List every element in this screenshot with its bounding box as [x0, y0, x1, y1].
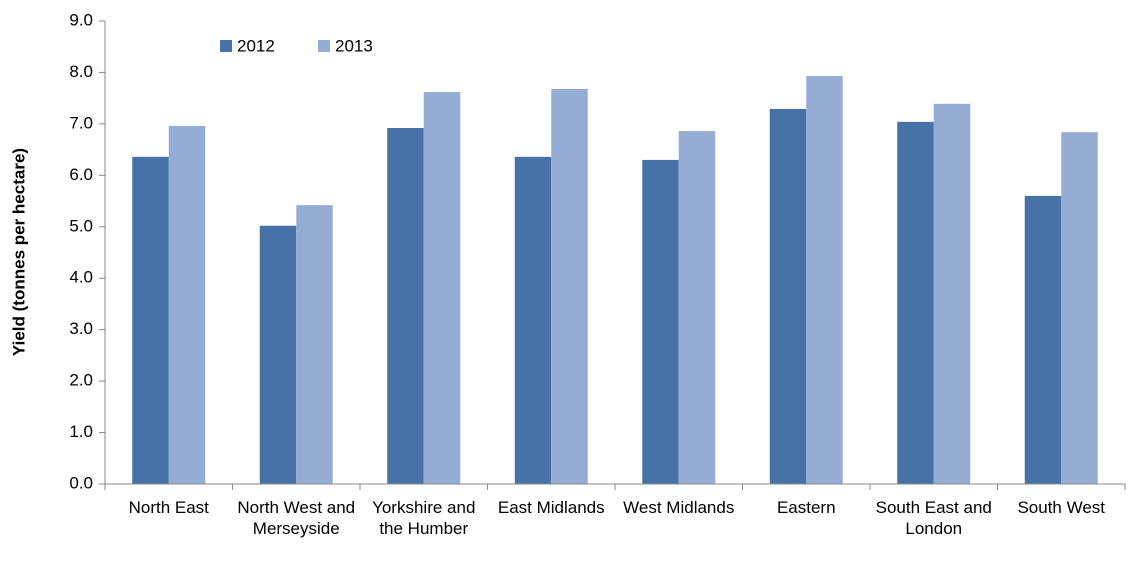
legend-swatch [318, 40, 330, 52]
bar [769, 108, 807, 484]
bar [678, 131, 716, 484]
y-tick-label: 1.0 [69, 422, 93, 441]
bar [1024, 195, 1062, 484]
x-tick-label: South West [1017, 498, 1106, 517]
x-tick-label: North West and Merseyside [237, 498, 356, 538]
bar [514, 156, 552, 484]
x-tick-label: East Midlands [497, 498, 605, 517]
y-tick-label: 4.0 [69, 268, 93, 287]
y-tick-label: 9.0 [69, 10, 93, 29]
bar [168, 125, 206, 485]
x-tick-label: Yorkshire and the Humber [372, 498, 476, 538]
y-tick-label: 0.0 [69, 473, 93, 492]
bar [551, 88, 588, 484]
y-tick-label: 3.0 [69, 319, 93, 338]
x-tick-label: Eastern [776, 498, 836, 517]
bar [1061, 132, 1098, 484]
bar [933, 103, 971, 484]
bar [132, 156, 169, 484]
y-tick-label: 6.0 [69, 165, 93, 184]
bar [806, 76, 843, 484]
x-tick-label: South East and London [875, 498, 992, 538]
y-tick-label: 2.0 [69, 371, 93, 390]
y-tick-label: 7.0 [69, 113, 93, 132]
x-tick-label: North East [128, 498, 209, 517]
bar [642, 159, 679, 484]
x-tick-label: West Midlands [623, 498, 735, 517]
bar [897, 121, 934, 484]
legend-label: 2013 [335, 36, 373, 55]
bar [296, 205, 333, 484]
bar [259, 225, 297, 484]
bar [387, 128, 424, 484]
legend-swatch [220, 40, 232, 52]
y-axis-label: Yield (tonnes per hectare) [9, 148, 28, 356]
legend-label: 2012 [237, 36, 275, 55]
y-tick-label: 8.0 [69, 62, 93, 81]
y-tick-label: 5.0 [69, 216, 93, 235]
bar [423, 91, 461, 484]
